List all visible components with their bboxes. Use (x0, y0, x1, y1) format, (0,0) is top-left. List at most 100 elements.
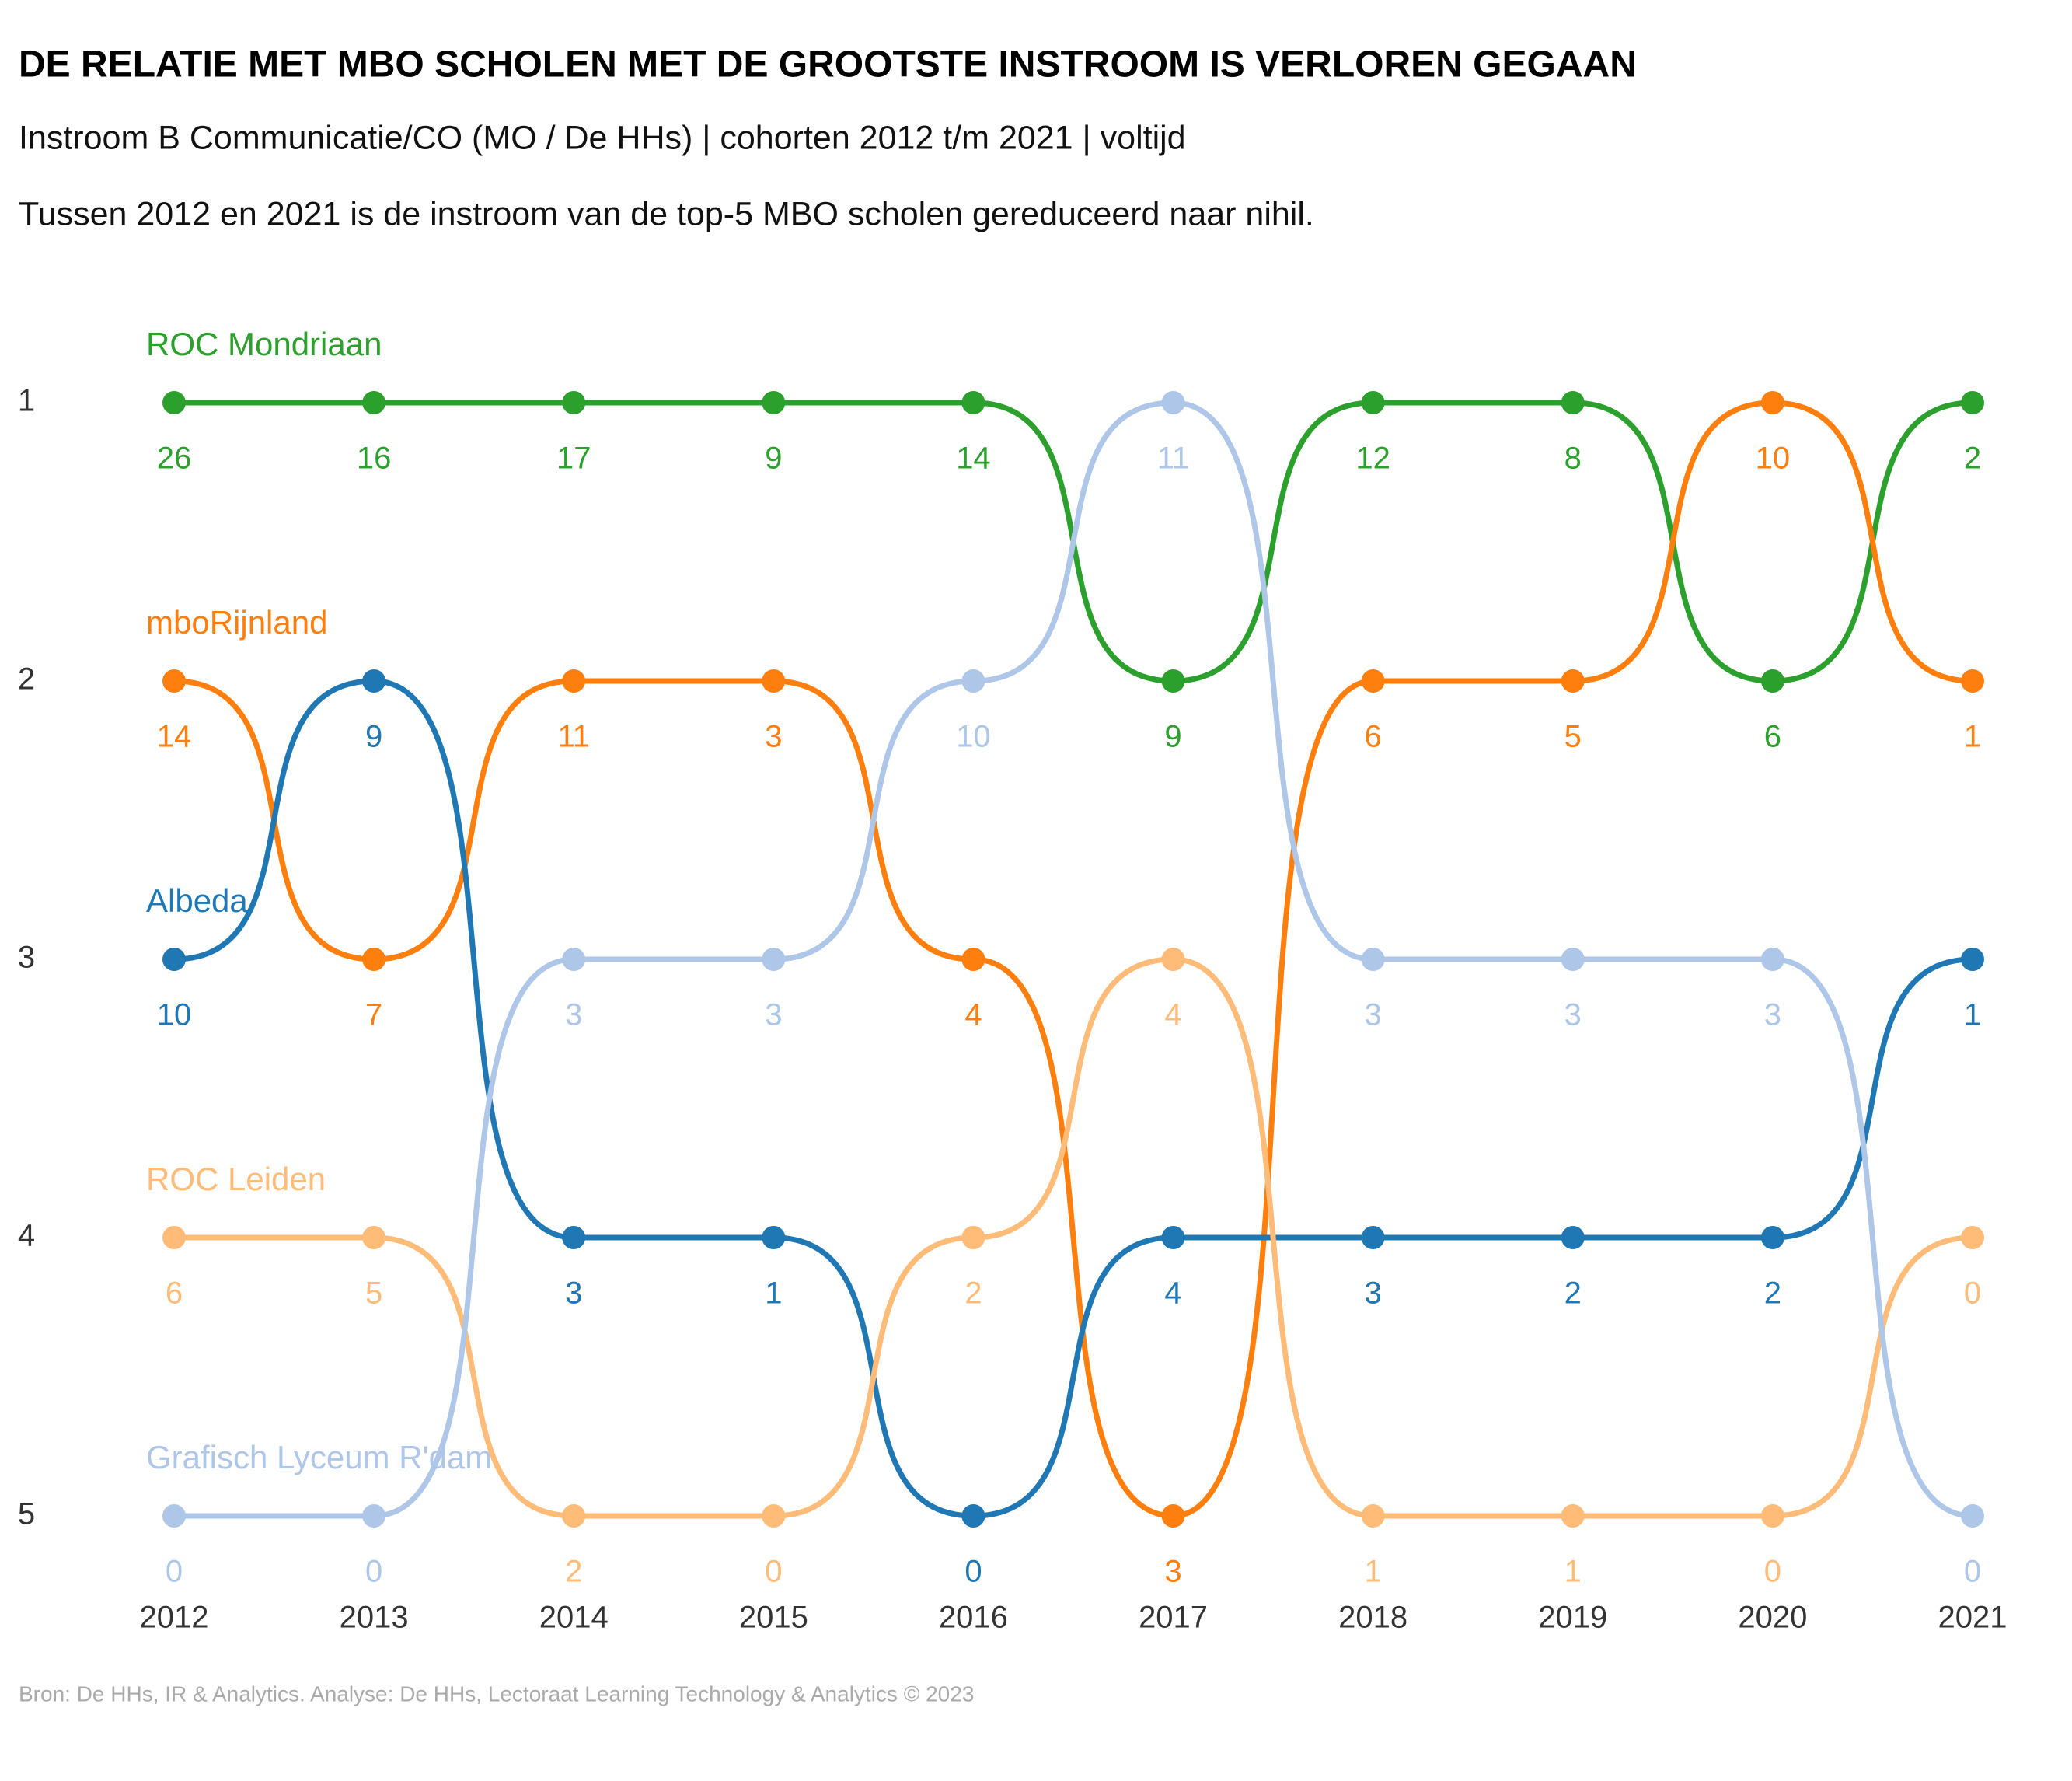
series-name: ROC Leiden (146, 1161, 326, 1197)
point (362, 1226, 386, 1249)
value-label: 4 (964, 998, 982, 1032)
chart-caption: Bron: De HHs, IR & Analytics. Analyse: D… (19, 1681, 974, 1706)
value-label: 3 (1764, 998, 1781, 1032)
value-label: 3 (565, 998, 582, 1032)
point (1760, 669, 1784, 693)
point (1361, 1504, 1385, 1528)
value-label: 1 (765, 1276, 782, 1311)
y-tick-label: 4 (18, 1219, 35, 1253)
point (362, 1504, 386, 1528)
point (162, 1504, 186, 1528)
series-line (173, 400, 1973, 1519)
value-label: 3 (765, 998, 782, 1032)
y-tick-label: 1 (18, 384, 35, 418)
series-line (174, 956, 1973, 1519)
chart-title: DE RELATIE MET MBO SCHOLEN MET DE GROOTS… (19, 44, 1637, 86)
point (1961, 669, 1984, 693)
point (562, 1226, 586, 1249)
value-label: 9 (365, 720, 382, 754)
value-label: 14 (956, 442, 991, 476)
y-tick-label: 2 (18, 662, 35, 697)
value-label: 5 (365, 1276, 382, 1311)
x-tick-label: 2017 (1139, 1601, 1208, 1635)
point (1361, 1226, 1385, 1249)
value-label: 3 (565, 1276, 582, 1311)
value-label: 3 (765, 720, 782, 754)
x-tick-label: 2018 (1338, 1601, 1407, 1635)
value-label: 2 (964, 1276, 982, 1311)
value-label: 6 (1764, 720, 1781, 754)
x-tick-label: 2020 (1738, 1601, 1807, 1635)
point (1161, 669, 1185, 693)
value-label: 11 (1157, 442, 1190, 476)
series-line (173, 678, 1973, 1519)
point (362, 669, 386, 693)
series-name: Albeda (146, 882, 248, 919)
x-tick-label: 2021 (1938, 1601, 2007, 1635)
point (1161, 1504, 1185, 1528)
point (1361, 948, 1385, 971)
value-label: 3 (1365, 998, 1382, 1032)
point (362, 391, 386, 414)
value-label: 17 (556, 442, 591, 476)
x-tick-label: 2012 (140, 1601, 209, 1635)
value-label: 14 (157, 720, 192, 754)
series-name: mboRijnland (146, 604, 327, 641)
point (1961, 948, 1984, 971)
point (162, 391, 186, 414)
x-tick-label: 2014 (539, 1601, 609, 1635)
series-name: ROC Mondriaan (146, 326, 382, 362)
value-label: 6 (166, 1276, 183, 1311)
point (1961, 1226, 1984, 1249)
y-tick-label: 5 (18, 1497, 35, 1531)
value-label: 0 (166, 1555, 183, 1589)
value-label: 4 (1164, 998, 1181, 1032)
point (1961, 1504, 1984, 1528)
point (961, 1504, 985, 1528)
point (762, 1504, 786, 1528)
point (1561, 948, 1585, 971)
value-label: 0 (1764, 1555, 1781, 1589)
value-label: 4 (1164, 1276, 1181, 1311)
value-label: 2 (565, 1555, 582, 1589)
chart-subtitle: Instroom B Communicatie/CO (MO / De HHs)… (19, 119, 1186, 156)
value-label: 1 (1564, 1555, 1582, 1589)
point (1760, 391, 1784, 414)
value-label: 2 (1764, 1276, 1781, 1311)
value-label: 10 (956, 720, 991, 754)
point (362, 948, 386, 971)
chart-description: Tussen 2012 en 2021 is de instroom van d… (19, 195, 1314, 232)
value-label: 0 (365, 1555, 382, 1589)
value-label: 3 (1564, 998, 1582, 1032)
value-label: 7 (365, 998, 382, 1032)
point (562, 948, 586, 971)
value-label: 16 (357, 442, 392, 476)
value-label: 5 (1564, 720, 1582, 754)
value-label: 0 (964, 1555, 982, 1589)
value-label: 9 (765, 442, 782, 476)
value-label: 1 (1365, 1555, 1382, 1589)
value-label: 9 (1164, 720, 1181, 754)
x-tick-label: 2013 (340, 1601, 409, 1635)
value-label: 26 (157, 442, 192, 476)
value-label: 11 (557, 720, 590, 754)
value-label: 8 (1564, 442, 1582, 476)
point (162, 669, 186, 693)
value-label: 1 (1964, 720, 1981, 754)
point (1161, 948, 1185, 971)
point (961, 1226, 985, 1249)
point (1361, 669, 1385, 693)
x-tick-label: 2016 (939, 1601, 1008, 1635)
value-label: 10 (1756, 442, 1791, 476)
value-label: 6 (1365, 720, 1382, 754)
point (1561, 669, 1585, 693)
value-label: 3 (1164, 1555, 1181, 1589)
y-tick-label: 3 (18, 941, 35, 975)
point (1760, 1504, 1784, 1528)
value-label: 3 (1365, 1276, 1382, 1311)
series-line (173, 400, 1973, 1519)
series-line (174, 400, 1973, 684)
point (762, 669, 786, 693)
x-tick-label: 2015 (739, 1601, 808, 1635)
